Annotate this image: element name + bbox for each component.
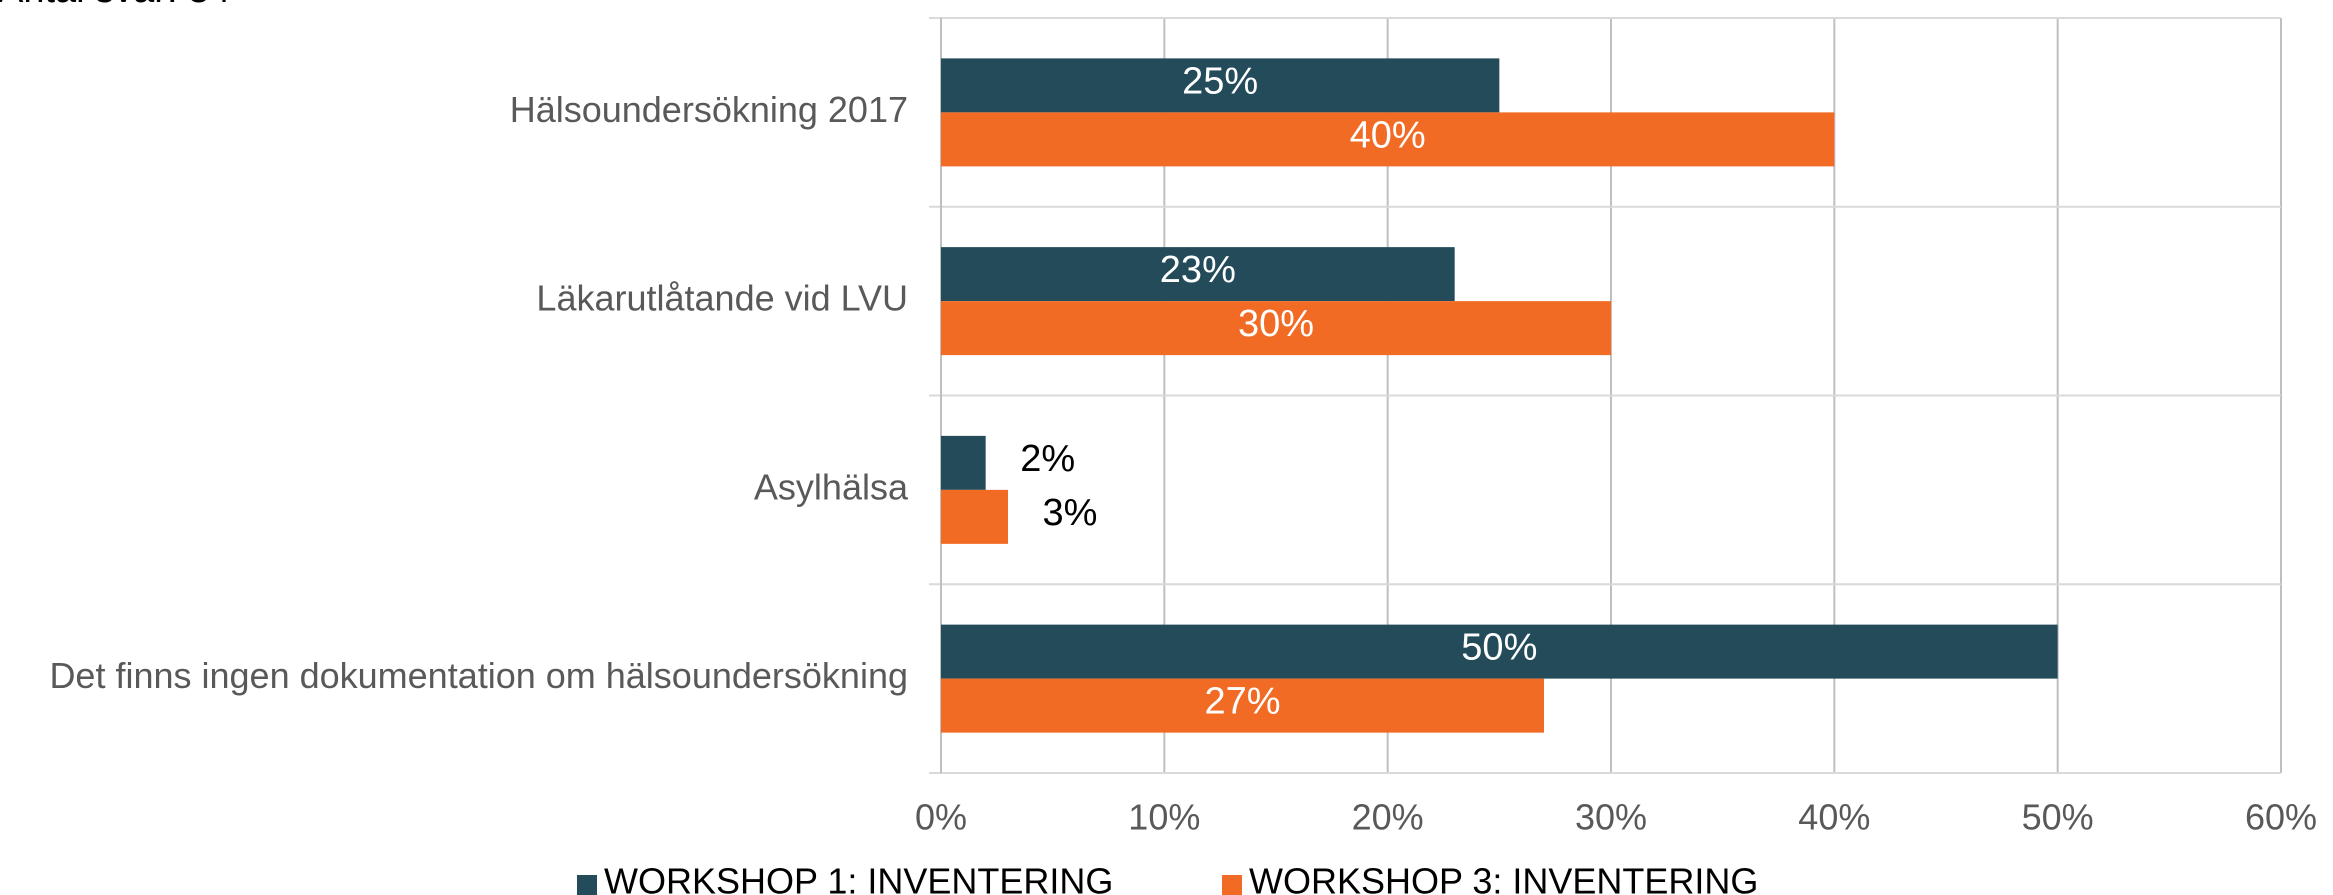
- data-label: 40%: [1350, 114, 1426, 156]
- data-label: 30%: [1238, 303, 1314, 345]
- data-label: 25%: [1182, 60, 1258, 102]
- bar: [941, 247, 1455, 302]
- data-label: 27%: [1204, 681, 1280, 723]
- legend-swatch: [1222, 875, 1242, 895]
- legend-label: WORKSHOP 1: INVENTERING: [604, 861, 1113, 895]
- bar: [941, 678, 1544, 733]
- legend-label: WORKSHOP 3: INVENTERING: [1249, 861, 1758, 895]
- y-tick-label: Hälsoundersökning 2017: [510, 89, 908, 130]
- x-tick-label: 10%: [1128, 797, 1200, 838]
- x-tick-label: 30%: [1575, 797, 1647, 838]
- bar: [941, 489, 1008, 544]
- y-tick-label: Läkarutlåtande vid LVU: [536, 278, 908, 319]
- data-label: 23%: [1160, 249, 1236, 291]
- bar: [941, 435, 986, 490]
- data-label: 50%: [1461, 627, 1537, 669]
- bar: [941, 58, 1500, 113]
- x-tick-label: 40%: [1798, 797, 1870, 838]
- subtitle: Antal svar: 34: [0, 0, 230, 11]
- data-label: 2%: [1020, 438, 1075, 480]
- y-tick-label: Asylhälsa: [754, 466, 909, 507]
- data-label: 3%: [1043, 492, 1098, 534]
- x-tick-label: 20%: [1352, 797, 1424, 838]
- x-tick-label: 50%: [2022, 797, 2094, 838]
- bar: [941, 624, 2058, 679]
- bar: [941, 112, 1835, 167]
- x-tick-label: 60%: [2245, 797, 2317, 838]
- bar: [941, 301, 1611, 356]
- y-tick-label: Det finns ingen dokumentation om hälsoun…: [49, 655, 908, 696]
- x-tick-label: 0%: [915, 797, 967, 838]
- legend-swatch: [577, 875, 597, 895]
